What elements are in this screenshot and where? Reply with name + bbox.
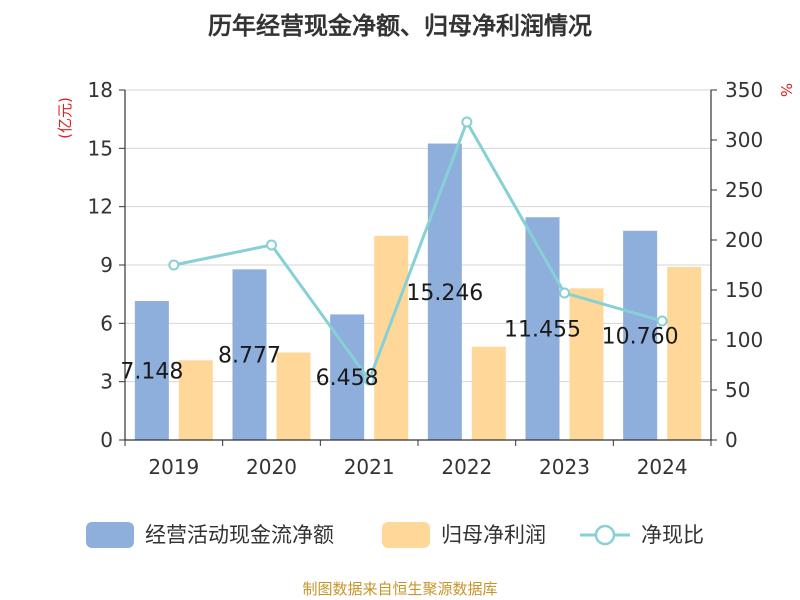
legend-label: 净现比 <box>641 523 704 547</box>
bar-operating-cashflow <box>232 269 267 440</box>
line-point <box>461 116 473 128</box>
legend-label: 归母净利润 <box>441 523 546 547</box>
chart-title: 历年经营现金净额、归母净利润情况 <box>208 12 592 40</box>
bar-net-profit <box>471 346 506 440</box>
right-axis-tick-label: 0 <box>725 428 738 452</box>
x-axis-tick-label: 2023 <box>539 455 590 479</box>
right-axis-tick-label: 200 <box>725 228 763 252</box>
left-axis-tick-label: 6 <box>100 311 113 335</box>
left-axis-tick-label: 15 <box>88 136 113 160</box>
x-axis-tick-label: 2021 <box>344 455 395 479</box>
x-axis-tick-label: 2022 <box>441 455 492 479</box>
right-axis-tick-label: 150 <box>725 278 763 302</box>
line-point <box>559 287 570 299</box>
bar-data-label: 8.777 <box>218 344 281 369</box>
right-axis-tick-label: 50 <box>725 378 750 402</box>
x-axis-tick-label: 2019 <box>148 455 199 479</box>
left-axis-tick-label: 12 <box>88 195 113 219</box>
right-axis-tick-label: 100 <box>725 328 763 352</box>
bar-net-profit <box>667 266 702 440</box>
bar-net-profit <box>276 352 311 440</box>
source-note: 制图数据来自恒生聚源数据库 <box>302 580 498 598</box>
left-axis-tick-label: 3 <box>100 370 113 394</box>
legend-swatch-marker <box>594 524 616 546</box>
right-axis-tick-label: 350 <box>725 78 763 102</box>
bar-net-profit <box>178 360 213 440</box>
right-axis-unit: % <box>777 83 795 97</box>
x-axis-tick-label: 2024 <box>637 455 688 479</box>
bar-operating-cashflow <box>134 301 169 440</box>
bar-net-profit <box>374 235 409 440</box>
bar-data-label: 7.148 <box>120 360 183 385</box>
right-axis-tick-label: 300 <box>725 128 763 152</box>
legend-swatch-net-profit <box>382 522 430 548</box>
line-net-cash-ratio <box>173 118 663 384</box>
bar-operating-cashflow <box>623 230 658 440</box>
bar-data-label: 11.455 <box>504 318 581 343</box>
legend-label: 经营活动现金流净额 <box>145 523 334 547</box>
line-point <box>168 259 180 271</box>
bar-data-label: 6.458 <box>316 366 379 391</box>
x-axis-tick-label: 2020 <box>246 455 297 479</box>
right-axis-tick-label: 250 <box>725 178 763 202</box>
bar-data-label: 15.246 <box>406 281 483 306</box>
line-point <box>266 239 277 251</box>
bar-data-label: 10.760 <box>602 324 679 349</box>
line-point <box>363 374 375 386</box>
legend-swatch-operating-cashflow <box>86 522 134 548</box>
bar-net-profit <box>569 288 604 440</box>
left-axis-tick-label: 9 <box>100 253 113 277</box>
left-axis-tick-label: 18 <box>88 78 113 102</box>
left-axis-unit: (亿元) <box>56 97 74 139</box>
left-axis-tick-label: 0 <box>100 428 113 452</box>
line-point <box>656 315 668 327</box>
bar-operating-cashflow <box>427 143 462 441</box>
